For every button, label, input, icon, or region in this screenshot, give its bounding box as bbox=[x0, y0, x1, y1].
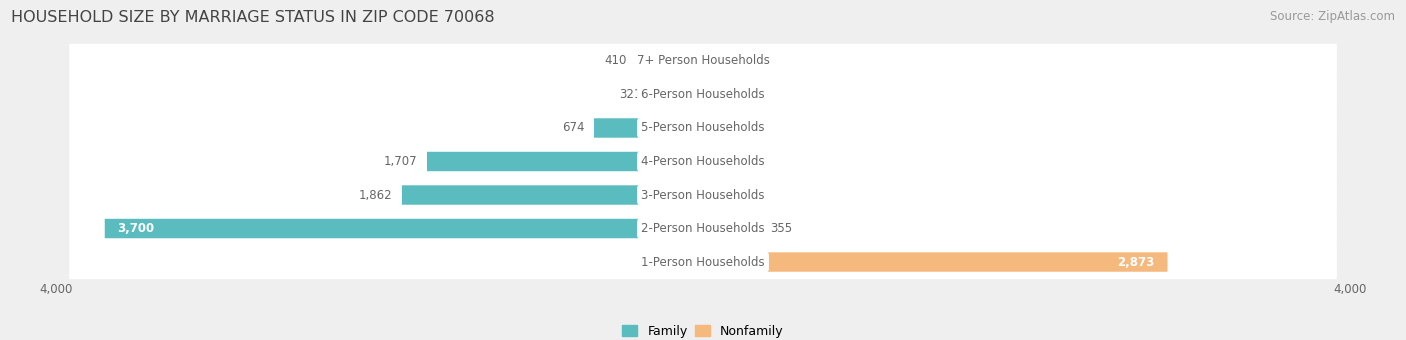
FancyBboxPatch shape bbox=[703, 185, 710, 205]
FancyBboxPatch shape bbox=[637, 51, 703, 71]
Text: 410: 410 bbox=[605, 54, 627, 67]
Text: 44: 44 bbox=[720, 188, 735, 202]
Text: 5-Person Households: 5-Person Households bbox=[641, 121, 765, 135]
FancyBboxPatch shape bbox=[104, 219, 703, 238]
Text: 6-Person Households: 6-Person Households bbox=[641, 88, 765, 101]
FancyBboxPatch shape bbox=[402, 185, 703, 205]
Text: 2,873: 2,873 bbox=[1118, 256, 1154, 269]
Text: 7+ Person Households: 7+ Person Households bbox=[637, 54, 769, 67]
Text: 0: 0 bbox=[713, 54, 720, 67]
Text: 4-Person Households: 4-Person Households bbox=[641, 155, 765, 168]
FancyBboxPatch shape bbox=[703, 252, 1167, 272]
Text: 3,700: 3,700 bbox=[118, 222, 155, 235]
FancyBboxPatch shape bbox=[69, 111, 1337, 145]
Text: 3-Person Households: 3-Person Households bbox=[641, 188, 765, 202]
Text: 2-Person Households: 2-Person Households bbox=[641, 222, 765, 235]
FancyBboxPatch shape bbox=[69, 44, 1337, 78]
Text: 321: 321 bbox=[619, 88, 641, 101]
Text: 1,707: 1,707 bbox=[384, 155, 418, 168]
FancyBboxPatch shape bbox=[69, 245, 1337, 279]
FancyBboxPatch shape bbox=[69, 211, 1337, 245]
FancyBboxPatch shape bbox=[651, 85, 703, 104]
FancyBboxPatch shape bbox=[69, 178, 1337, 212]
Text: Source: ZipAtlas.com: Source: ZipAtlas.com bbox=[1270, 10, 1395, 23]
Text: HOUSEHOLD SIZE BY MARRIAGE STATUS IN ZIP CODE 70068: HOUSEHOLD SIZE BY MARRIAGE STATUS IN ZIP… bbox=[11, 10, 495, 25]
Text: 355: 355 bbox=[770, 222, 792, 235]
FancyBboxPatch shape bbox=[427, 152, 703, 171]
Text: 1-Person Households: 1-Person Households bbox=[641, 256, 765, 269]
FancyBboxPatch shape bbox=[69, 144, 1337, 178]
Text: 6: 6 bbox=[714, 88, 721, 101]
FancyBboxPatch shape bbox=[69, 78, 1337, 112]
FancyBboxPatch shape bbox=[703, 219, 761, 238]
Text: 0: 0 bbox=[713, 121, 720, 135]
Text: 674: 674 bbox=[562, 121, 585, 135]
Legend: Family, Nonfamily: Family, Nonfamily bbox=[617, 320, 789, 340]
Text: 0: 0 bbox=[713, 155, 720, 168]
FancyBboxPatch shape bbox=[593, 118, 703, 138]
Text: 1,862: 1,862 bbox=[359, 188, 392, 202]
